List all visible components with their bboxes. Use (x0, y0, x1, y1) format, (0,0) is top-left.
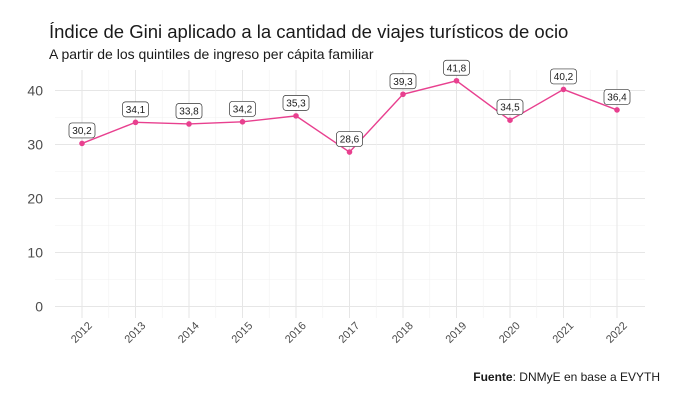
data-label-box (229, 100, 256, 117)
y-tick-label: 10 (27, 245, 43, 261)
x-tick-label: 2012 (69, 320, 95, 346)
data-point (346, 149, 353, 155)
data-label-box (175, 103, 203, 119)
data-label: 39,3 (389, 73, 417, 90)
y-tick-label: 20 (27, 191, 43, 207)
data-point (400, 91, 406, 98)
data-label-text: 35,3 (286, 98, 306, 109)
y-tick-label: 0 (35, 299, 43, 315)
series-layer (79, 77, 620, 155)
data-label-box (496, 99, 524, 116)
data-label-text: 40,2 (554, 72, 574, 83)
x-tick-label: 2014 (176, 320, 202, 346)
data-point (453, 77, 460, 84)
y-tick-label: 40 (27, 83, 43, 99)
chart-subtitle: A partir de los quintiles de ingreso per… (49, 46, 374, 62)
data-label: 34,1 (122, 101, 149, 118)
data-label-box (122, 101, 149, 118)
data-label: 30,2 (68, 122, 96, 139)
data-label-text: 34,5 (500, 103, 520, 114)
source-text: : DNMyE en base a EVYTH (512, 370, 660, 384)
x-tick-label: 2020 (497, 320, 523, 346)
data-label-box (550, 68, 577, 85)
data-label-text: 30,2 (72, 126, 92, 137)
data-label: 40,2 (550, 68, 577, 85)
chart-title: Índice de Gini aplicado a la cantidad de… (49, 21, 569, 42)
data-label-box (389, 73, 417, 90)
x-tick-label: 2021 (550, 320, 576, 346)
data-label-text: 34,2 (233, 104, 253, 115)
data-label-box (282, 95, 310, 111)
source-label: Fuente (473, 370, 513, 384)
data-label-layer: 30,2 34,1 33,8 34,2 35,3 28,6 39,3 41,8 34,5 40,2… (68, 59, 631, 147)
data-point (239, 119, 246, 125)
data-label: 36,4 (603, 89, 631, 105)
data-point (507, 117, 513, 123)
x-tick-label: 2018 (390, 320, 416, 346)
x-tick-label: 2013 (122, 320, 148, 346)
x-tick-label: 2015 (229, 320, 255, 346)
data-label: 34,2 (229, 100, 256, 117)
data-point (560, 86, 567, 93)
data-label-box (336, 131, 363, 147)
grid-layer (55, 70, 645, 318)
data-label-text: 34,1 (126, 105, 146, 116)
data-label-text: 33,8 (179, 106, 199, 117)
data-label-text: 36,4 (607, 92, 627, 103)
x-tick-label: 2019 (443, 320, 469, 346)
data-label: 41,8 (443, 59, 470, 76)
x-tick-label: 2017 (336, 320, 362, 346)
data-label-box (68, 122, 96, 139)
data-label-box (603, 89, 631, 105)
data-label: 28,6 (336, 131, 363, 147)
x-tick-label: 2022 (604, 320, 630, 346)
data-label-text: 41,8 (447, 63, 467, 74)
data-label: 33,8 (175, 103, 203, 119)
data-point (186, 121, 192, 127)
data-label: 34,5 (496, 99, 524, 116)
data-label: 35,3 (282, 95, 310, 111)
y-tick-label: 30 (27, 137, 43, 153)
data-label-text: 28,6 (340, 135, 360, 146)
data-label-text: 39,3 (393, 77, 413, 88)
data-point (293, 113, 299, 119)
data-point (132, 119, 139, 126)
data-point (614, 107, 620, 113)
data-label-box (443, 59, 470, 76)
data-point (79, 140, 85, 147)
x-tick-label: 2016 (283, 320, 309, 346)
chart-source: Fuente: DNMyE en base a EVYTH (473, 370, 660, 384)
